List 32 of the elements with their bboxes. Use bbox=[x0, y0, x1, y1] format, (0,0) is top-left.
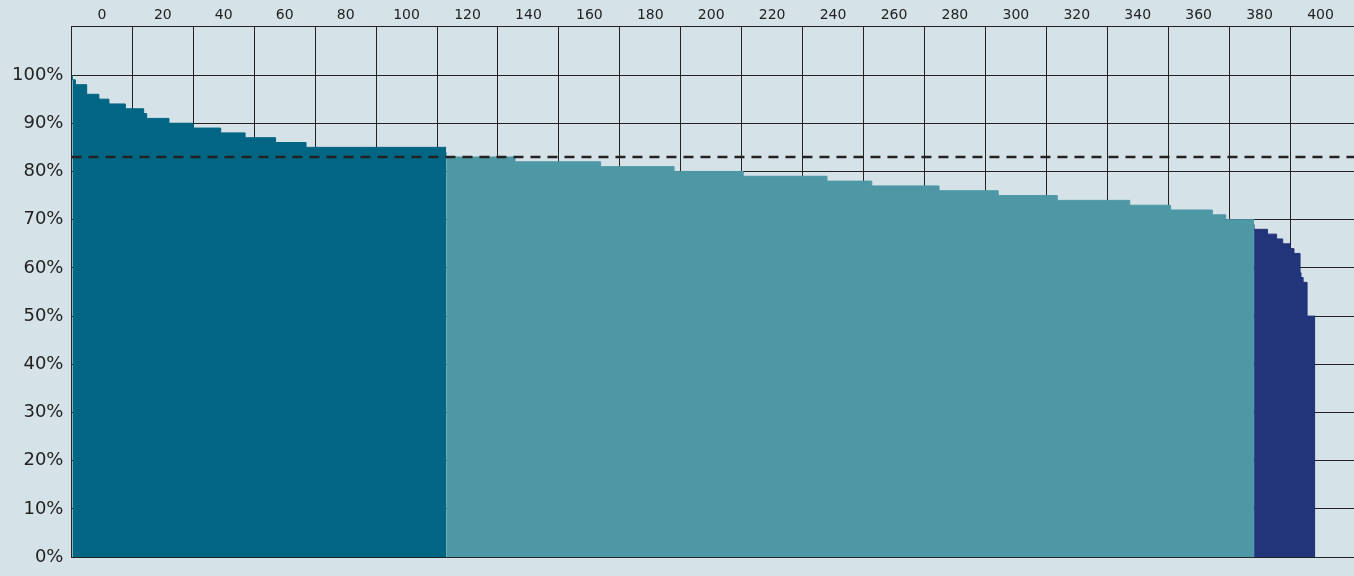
x-tick-label: 60 bbox=[275, 6, 294, 23]
x-tick-label: 320 bbox=[1063, 6, 1091, 23]
x-tick-label: 240 bbox=[819, 6, 847, 23]
x-tick-label: 20 bbox=[153, 6, 172, 23]
x-tick-label: 160 bbox=[575, 6, 603, 23]
y-tick-label: 100% bbox=[11, 62, 64, 84]
y-tick-label: 30% bbox=[23, 400, 64, 422]
y-tick-label: 40% bbox=[23, 352, 64, 373]
x-tick-label: 80 bbox=[336, 6, 355, 23]
y-tick-label: 60% bbox=[23, 255, 64, 277]
x-tick-label: 300 bbox=[1002, 6, 1030, 23]
y-tick-label: 80% bbox=[23, 159, 64, 181]
x-tick-label: 220 bbox=[758, 6, 786, 23]
x-tick-label: 400 bbox=[1307, 6, 1334, 23]
x-tick-label: 120 bbox=[454, 6, 481, 23]
x-tick-label: 260 bbox=[880, 6, 908, 23]
x-tick-label: 100 bbox=[393, 6, 420, 23]
x-tick-label: 280 bbox=[941, 6, 969, 23]
y-tick-label: 90% bbox=[23, 110, 64, 132]
y-tick-label: 0% bbox=[34, 544, 64, 566]
x-tick-label: 360 bbox=[1185, 6, 1212, 23]
y-tick-label: 20% bbox=[23, 448, 64, 470]
y-tick-label: 10% bbox=[23, 496, 64, 518]
y-tick-label: 50% bbox=[23, 303, 64, 325]
x-tick-label: 180 bbox=[636, 6, 664, 23]
x-tick-label: 200 bbox=[697, 6, 725, 23]
x-tick-label: 380 bbox=[1246, 6, 1273, 23]
y-tick-label: 70% bbox=[23, 207, 64, 229]
x-tick-label: 140 bbox=[515, 6, 542, 23]
x-tick-label: 40 bbox=[214, 6, 233, 23]
x-tick-label: 0 bbox=[97, 6, 107, 23]
x-tick-label: 340 bbox=[1124, 6, 1152, 23]
